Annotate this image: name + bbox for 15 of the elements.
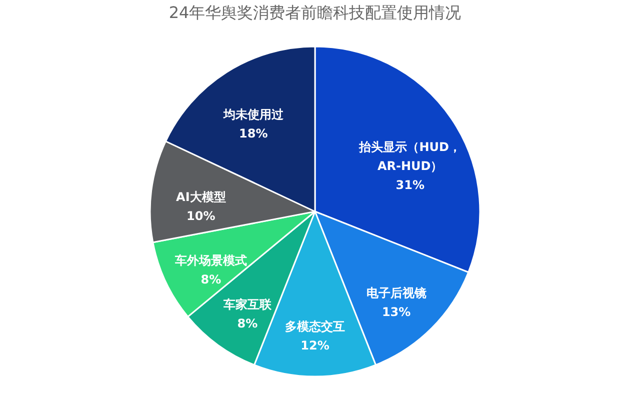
slice-label: 多模态交互 xyxy=(285,320,345,334)
data-label: 12% xyxy=(300,338,330,352)
slice-label: 车外场景模式 xyxy=(174,253,247,268)
data-label: 8% xyxy=(237,316,258,331)
slice-label: 车家互联 xyxy=(222,298,272,312)
data-label: 13% xyxy=(382,304,411,319)
slice-label: AI大模型 xyxy=(176,190,226,204)
slice-label: 电子后视镜 xyxy=(366,286,426,300)
data-label: 18% xyxy=(239,126,268,140)
data-label: 31% xyxy=(396,178,424,192)
slice-label: 抬头显示（HUD， AR-HUD） xyxy=(358,140,461,173)
slice-label: 均未使用过 xyxy=(222,107,284,122)
chart-title: 24年华舆奖消费者前瞻科技配置使用情况 xyxy=(168,3,462,22)
data-label: 8% xyxy=(200,272,222,286)
data-label: 10% xyxy=(186,209,216,224)
